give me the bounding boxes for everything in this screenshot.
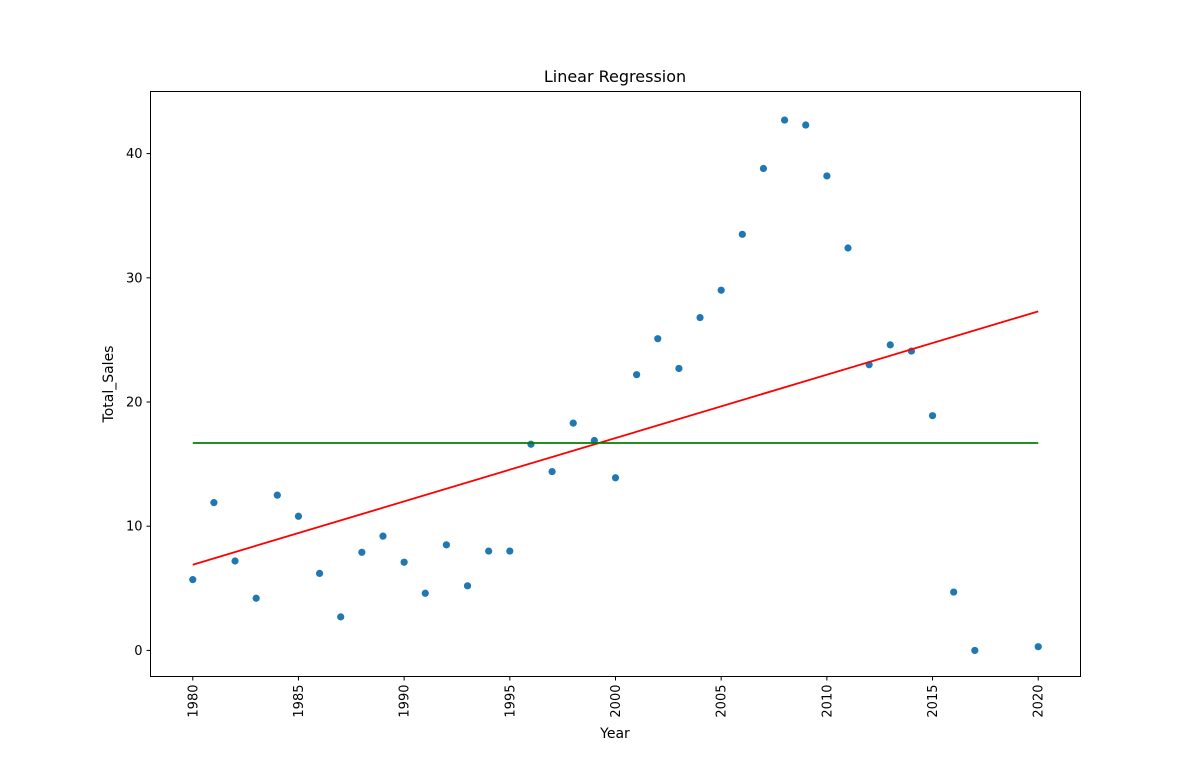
x-tick-label: 2015 (926, 685, 941, 718)
x-tick-label: 2005 (715, 685, 730, 718)
x-tick-label: 1980 (186, 685, 201, 718)
data-point (294, 512, 303, 520)
y-tick-label: 30 (126, 271, 143, 286)
data-point (802, 121, 810, 129)
data-point (273, 491, 281, 499)
data-point (569, 419, 577, 427)
data-point (463, 582, 472, 590)
regression-line (192, 310, 1039, 566)
x-tick-label: 1985 (292, 685, 307, 718)
data-point (611, 474, 620, 482)
data-point (717, 286, 725, 294)
data-point (231, 557, 239, 565)
y-tick-label: 0 (134, 644, 142, 659)
x-tick-label: 2000 (609, 685, 624, 718)
data-point (527, 440, 535, 448)
chart-title: Linear Regression (544, 67, 686, 86)
x-axis-label: Year (599, 726, 630, 742)
x-tick-label: 2010 (820, 685, 835, 718)
data-point (738, 230, 746, 238)
y-tick-label: 40 (126, 147, 143, 162)
y-axis-label: Total_Sales (101, 346, 117, 424)
data-point (633, 371, 641, 379)
y-axis-ticks: 0 10 20 30 40 (126, 147, 151, 659)
data-point (971, 646, 979, 655)
data-point (421, 589, 429, 597)
data-point (950, 588, 958, 596)
data-point (315, 569, 324, 578)
x-axis-ticks: 1980 1985 1990 1995 2000 2005 2010 2015 2020 (186, 676, 1047, 718)
data-point (780, 116, 789, 124)
data-point (189, 576, 197, 584)
data-point (337, 613, 345, 621)
data-point (844, 244, 852, 252)
data-point (485, 547, 493, 555)
data-point (886, 341, 894, 349)
data-point (210, 499, 218, 507)
data-point (696, 313, 704, 322)
data-point (1034, 643, 1042, 651)
data-point (358, 548, 366, 556)
y-tick-label: 10 (126, 520, 143, 535)
data-point (442, 541, 451, 549)
data-point (252, 594, 260, 602)
data-point (928, 412, 937, 420)
plot-area (189, 116, 1042, 655)
x-tick-label: 1995 (503, 685, 518, 718)
x-tick-label: 1990 (398, 685, 413, 718)
x-tick-label: 2020 (1032, 685, 1047, 718)
data-point (759, 164, 768, 173)
y-tick-label: 20 (126, 396, 143, 411)
data-point (379, 532, 387, 540)
data-point (548, 467, 556, 476)
data-point (506, 547, 514, 555)
data-point (675, 364, 683, 373)
data-point (823, 172, 831, 180)
data-point (654, 335, 662, 343)
data-point (400, 558, 408, 566)
